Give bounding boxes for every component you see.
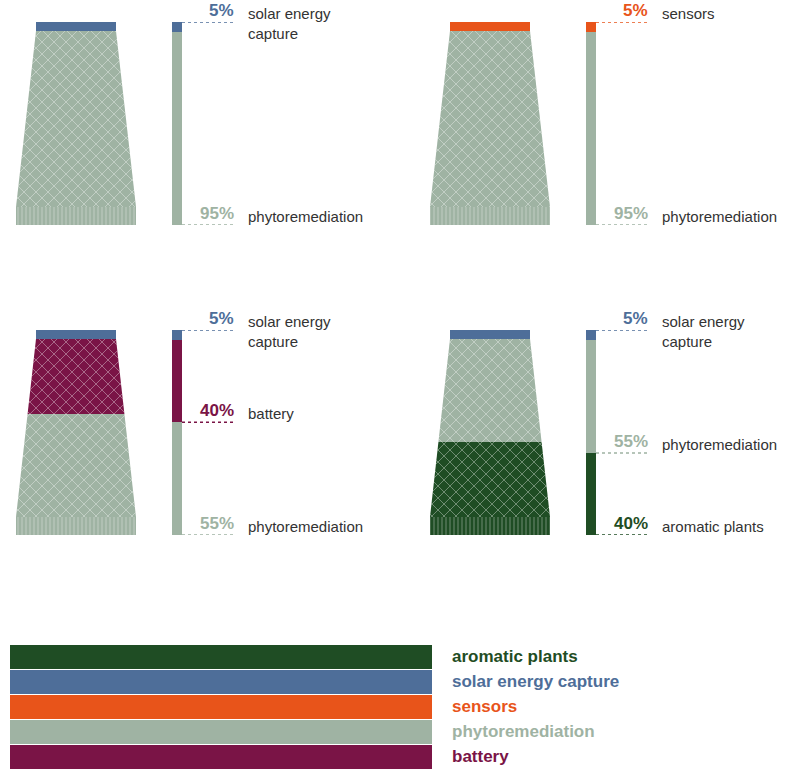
svg-text:95%: 95%: [614, 204, 648, 223]
svg-text:battery: battery: [248, 405, 294, 422]
svg-text:55%: 55%: [614, 432, 648, 451]
svg-text:solar energycapture: solar energycapture: [662, 313, 745, 350]
svg-text:phytoremediation: phytoremediation: [248, 208, 363, 225]
svg-text:aromatic plants: aromatic plants: [662, 518, 764, 535]
svg-text:sensors: sensors: [662, 5, 715, 22]
svg-text:55%: 55%: [200, 514, 234, 533]
html-text:solar energy capture: solar energy capture: [452, 672, 620, 691]
svg-text:solar energycapture: solar energycapture: [248, 313, 331, 350]
svg-text:phytoremediation: phytoremediation: [662, 436, 777, 453]
html-text:aromatic plants: aromatic plants: [452, 647, 578, 666]
svg-text:5%: 5%: [623, 309, 648, 328]
html-text:battery: battery: [452, 747, 509, 766]
html-text:phytoremediation: phytoremediation: [452, 722, 595, 741]
svg-text:phytoremediation: phytoremediation: [248, 518, 363, 535]
html-text:sensors: sensors: [452, 697, 518, 716]
svg-text:5%: 5%: [209, 309, 234, 328]
svg-text:40%: 40%: [614, 514, 648, 533]
svg-text:5%: 5%: [623, 1, 648, 20]
svg-text:95%: 95%: [200, 204, 234, 223]
svg-text:40%: 40%: [200, 401, 234, 420]
svg-text:5%: 5%: [209, 1, 234, 20]
svg-text:phytoremediation: phytoremediation: [662, 208, 777, 225]
svg-text:solar energycapture: solar energycapture: [248, 5, 331, 42]
